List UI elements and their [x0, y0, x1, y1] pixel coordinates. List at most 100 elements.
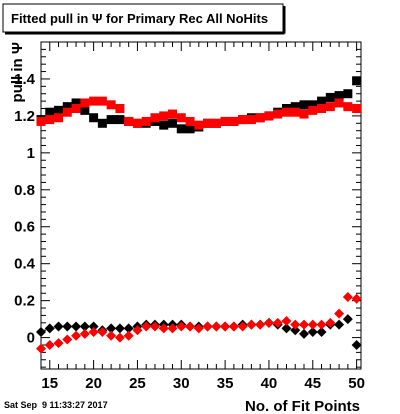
- y-tick-label: 0.8: [14, 182, 35, 199]
- data-point-diamond: [79, 328, 90, 339]
- data-point-diamond: [237, 321, 248, 332]
- data-point-square: [203, 118, 213, 128]
- data-point-square: [317, 96, 327, 106]
- data-point-square: [80, 98, 90, 108]
- data-point-square: [132, 118, 142, 128]
- data-point-square: [168, 118, 178, 128]
- data-point-diamond: [342, 291, 353, 302]
- data-point-diamond: [263, 317, 274, 328]
- y-axis-title: pull in Ψ: [9, 42, 26, 102]
- chart-title: Fitted pull in Ψ for Primary Rec All NoH…: [11, 11, 268, 26]
- data-point-diamond: [228, 321, 239, 332]
- data-point-diamond: [149, 321, 160, 332]
- y-tick-label: 1: [27, 145, 35, 162]
- data-point-diamond: [307, 319, 318, 330]
- data-point-square: [80, 105, 90, 115]
- data-point-diamond: [272, 317, 283, 328]
- data-point-diamond: [351, 293, 362, 304]
- data-point-square: [106, 100, 116, 110]
- data-point-diamond: [97, 327, 108, 338]
- series-2: [36, 96, 362, 130]
- data-point-diamond: [342, 314, 353, 325]
- data-point-square: [185, 116, 195, 126]
- y-axis: 0 0.2 0.4 0.6 0.8 1 1.2 1.4: [14, 41, 361, 368]
- data-point-square: [36, 116, 46, 126]
- data-point-diamond: [281, 315, 292, 326]
- data-point-square: [124, 116, 134, 126]
- data-point-square: [45, 107, 55, 117]
- y-tick-label: 0.2: [14, 293, 35, 310]
- data-point-square: [308, 100, 318, 110]
- data-point-square: [54, 105, 64, 115]
- y-tick-label: 0.6: [14, 219, 35, 236]
- data-point-square: [194, 120, 204, 130]
- data-point-diamond: [220, 321, 231, 332]
- data-point-square: [106, 115, 116, 125]
- data-point-square: [62, 102, 72, 112]
- data-point-diamond: [36, 343, 46, 354]
- data-point-square: [115, 115, 125, 125]
- data-point-diamond: [44, 339, 55, 350]
- data-point-square: [290, 107, 300, 117]
- data-point-square: [89, 113, 99, 123]
- data-point-square: [71, 104, 81, 114]
- data-point-square: [168, 109, 178, 119]
- data-point-square: [246, 115, 256, 125]
- data-point-square: [325, 102, 335, 112]
- data-point-diamond: [193, 323, 204, 334]
- data-point-diamond: [158, 323, 169, 334]
- data-point-diamond: [290, 325, 301, 336]
- plot-frame: [40, 41, 362, 370]
- x-tick-label: 50: [348, 375, 365, 392]
- data-point-diamond: [299, 328, 310, 339]
- y-tick-label: 0: [27, 330, 35, 347]
- plot-series: [36, 76, 362, 354]
- data-point-diamond: [202, 321, 213, 332]
- data-point-diamond: [62, 334, 73, 345]
- x-tick-label: 40: [261, 375, 278, 392]
- title-box: Fitted pull in Ψ for Primary Rec All NoH…: [2, 3, 286, 35]
- data-point-diamond: [334, 319, 345, 330]
- data-point-square: [308, 105, 318, 115]
- data-point-square: [238, 115, 248, 125]
- y-tick-label: 0.4: [14, 256, 36, 273]
- data-point-diamond: [114, 323, 125, 334]
- data-point-diamond: [351, 339, 362, 350]
- data-point-diamond: [44, 323, 55, 334]
- data-point-diamond: [132, 325, 143, 336]
- x-tick-label: 20: [85, 375, 102, 392]
- data-point-diamond: [79, 321, 90, 332]
- data-point-diamond: [106, 323, 117, 334]
- data-point-square: [299, 109, 309, 119]
- data-point-square: [343, 89, 353, 99]
- data-point-square: [71, 98, 81, 108]
- data-point-square: [45, 115, 55, 125]
- data-point-diamond: [123, 323, 134, 334]
- data-point-diamond: [53, 338, 64, 349]
- data-point-diamond: [281, 323, 292, 334]
- x-tick-label: 35: [217, 375, 234, 392]
- data-point-diamond: [316, 319, 327, 330]
- data-point-diamond: [62, 321, 73, 332]
- data-point-square: [159, 120, 169, 130]
- x-tick-label: 30: [173, 375, 190, 392]
- data-point-diamond: [53, 321, 64, 332]
- data-point-square: [97, 96, 107, 106]
- x-tick-label: 25: [129, 375, 146, 392]
- data-point-square: [97, 118, 107, 128]
- data-point-diamond: [71, 321, 82, 332]
- data-point-diamond: [88, 327, 99, 338]
- data-point-square: [264, 111, 274, 121]
- data-point-square: [54, 113, 64, 123]
- data-point-diamond: [114, 332, 125, 343]
- data-point-square: [150, 113, 160, 123]
- data-point-square: [115, 104, 125, 114]
- x-tick-label: 15: [41, 375, 58, 392]
- data-point-diamond: [255, 319, 266, 330]
- data-point-square: [141, 116, 151, 126]
- x-axis: 15 20 25 30 35 40 45 50: [40, 42, 365, 392]
- data-point-square: [185, 124, 195, 134]
- data-point-diamond: [316, 327, 327, 338]
- data-point-diamond: [141, 321, 152, 332]
